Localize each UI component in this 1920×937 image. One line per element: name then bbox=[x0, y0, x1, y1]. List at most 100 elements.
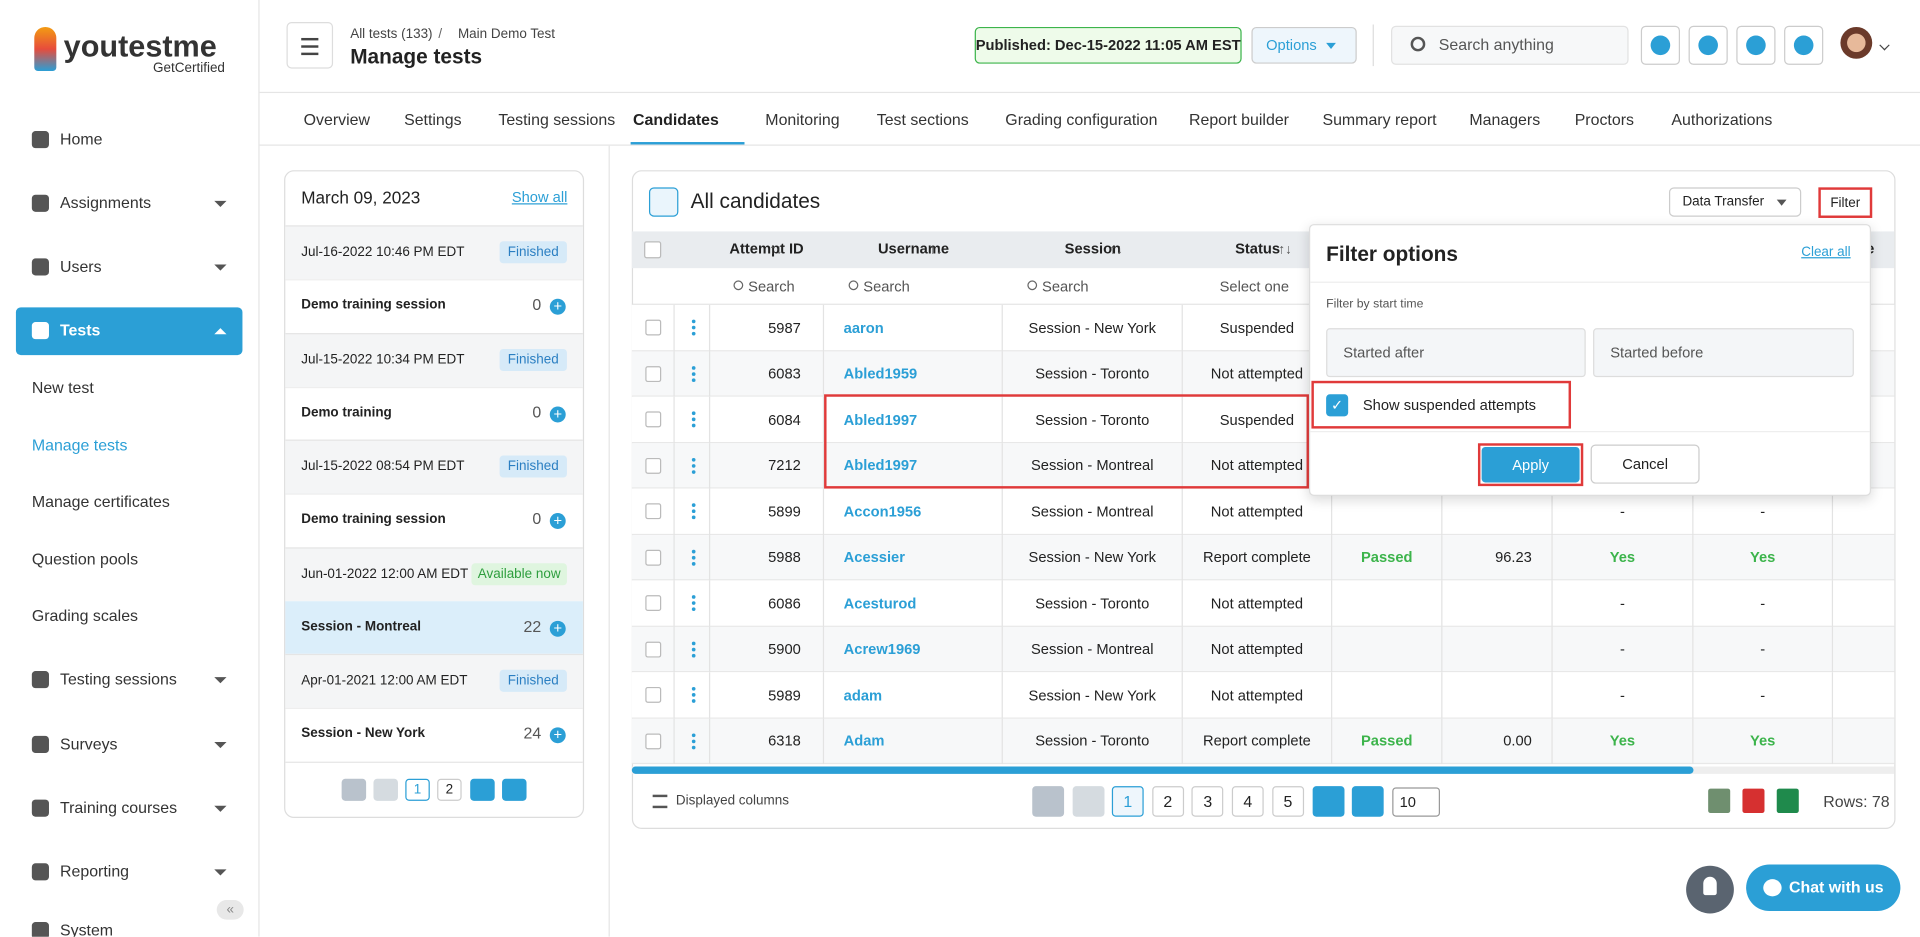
row-checkbox[interactable] bbox=[645, 503, 662, 520]
icon-button[interactable] bbox=[1784, 25, 1824, 65]
apply-button[interactable]: Apply bbox=[1481, 446, 1580, 483]
session-add[interactable]: + bbox=[549, 405, 566, 422]
column-header[interactable]: Status bbox=[1235, 240, 1281, 258]
show-all[interactable]: Show all bbox=[511, 188, 568, 206]
username-link[interactable]: aaron bbox=[824, 304, 1003, 351]
pager-page[interactable]: 3 bbox=[1191, 786, 1224, 817]
chat-button[interactable]: Chat with us bbox=[1746, 864, 1901, 912]
row-checkbox[interactable] bbox=[645, 319, 662, 336]
username-link[interactable]: adam bbox=[824, 672, 1003, 719]
started-after[interactable]: Started after bbox=[1326, 328, 1586, 378]
session-add[interactable]: + bbox=[549, 298, 566, 315]
nav-item[interactable]: Users bbox=[60, 257, 102, 276]
displayed-columns[interactable]: Displayed columns bbox=[675, 793, 789, 809]
header-checkbox[interactable] bbox=[644, 241, 662, 259]
username-link[interactable]: Acesturod bbox=[824, 580, 1003, 627]
page-size[interactable]: 10 bbox=[1392, 787, 1441, 817]
pager-page[interactable]: 1 bbox=[1111, 786, 1144, 817]
session-name[interactable]: Session - New York bbox=[301, 726, 425, 741]
suspended-checkbox[interactable]: ✓ bbox=[1326, 394, 1349, 417]
nav-item[interactable]: Testing sessions bbox=[60, 669, 177, 689]
row-checkbox[interactable] bbox=[645, 732, 662, 749]
nav-item[interactable]: Reporting bbox=[60, 862, 130, 881]
username-link[interactable]: Abled1997 bbox=[824, 442, 1003, 489]
pager-page[interactable]: 2 bbox=[437, 778, 462, 801]
tab[interactable]: Candidates bbox=[633, 110, 719, 129]
pager-page[interactable]: 4 bbox=[1231, 786, 1264, 817]
column-header[interactable]: Username bbox=[877, 240, 949, 258]
data-transfer[interactable]: Data Transfer bbox=[1668, 187, 1802, 217]
nav-item[interactable]: System bbox=[60, 920, 114, 937]
tab[interactable]: Managers bbox=[1469, 110, 1541, 129]
row-checkbox[interactable] bbox=[645, 686, 662, 703]
tab[interactable]: Settings bbox=[404, 110, 462, 129]
menu-button[interactable] bbox=[286, 22, 334, 69]
session-name[interactable]: Demo training session bbox=[301, 297, 446, 313]
username-link[interactable]: Acessier bbox=[824, 534, 1003, 581]
session-name[interactable]: Demo training session bbox=[301, 511, 446, 527]
username-link[interactable]: Abled1997 bbox=[824, 396, 1003, 443]
tab[interactable]: Authorizations bbox=[1671, 110, 1773, 129]
scroll-thumb[interactable] bbox=[631, 766, 1694, 774]
nav-item[interactable]: Surveys bbox=[60, 734, 118, 754]
row-checkbox[interactable] bbox=[645, 549, 662, 566]
nav-sub-item[interactable]: Grading scales bbox=[31, 606, 139, 625]
nav-item[interactable]: Training courses bbox=[60, 798, 178, 817]
session-add[interactable]: + bbox=[549, 620, 566, 637]
row-checkbox[interactable] bbox=[645, 641, 662, 657]
options-button[interactable]: Options bbox=[1251, 26, 1357, 64]
tab[interactable]: Overview bbox=[303, 110, 371, 129]
tab[interactable]: Test sections bbox=[876, 110, 969, 129]
row-checkbox[interactable] bbox=[645, 457, 662, 474]
tab[interactable]: Testing sessions bbox=[498, 110, 616, 129]
session-name[interactable]: Session - Montreal bbox=[301, 618, 421, 634]
pager-page[interactable]: 5 bbox=[1271, 786, 1304, 817]
column-header[interactable]: Session bbox=[1064, 240, 1122, 258]
pager-page[interactable]: 2 bbox=[1151, 786, 1184, 817]
column-search[interactable]: Select one bbox=[1219, 277, 1290, 296]
row-checkbox[interactable] bbox=[645, 595, 662, 612]
session-add[interactable]: + bbox=[549, 512, 566, 529]
filter-button[interactable]: Filter bbox=[1818, 187, 1873, 218]
nav-sub-item[interactable]: Manage tests bbox=[31, 435, 128, 455]
pager-last[interactable] bbox=[1351, 786, 1384, 817]
username-link[interactable]: Abled1959 bbox=[824, 350, 1003, 397]
pager-prev[interactable] bbox=[1072, 786, 1105, 817]
row-checkbox[interactable] bbox=[645, 411, 662, 428]
export-icon[interactable] bbox=[1776, 788, 1799, 814]
row-checkbox[interactable] bbox=[645, 365, 662, 382]
column-search[interactable]: Search bbox=[863, 277, 910, 296]
started-before[interactable]: Started before bbox=[1593, 328, 1854, 378]
pager-last[interactable] bbox=[502, 778, 527, 801]
column-search[interactable]: Search bbox=[1042, 277, 1089, 296]
tab[interactable]: Summary report bbox=[1322, 110, 1437, 129]
nav-sub-item[interactable]: Manage certificates bbox=[31, 492, 170, 511]
username-link[interactable]: Adam bbox=[824, 718, 1003, 765]
nav-item[interactable]: Tests bbox=[60, 320, 101, 340]
pager-next[interactable] bbox=[1312, 786, 1345, 817]
search-box[interactable]: Search anything bbox=[1391, 25, 1629, 65]
cancel-button[interactable]: Cancel bbox=[1590, 444, 1700, 484]
session-add[interactable]: + bbox=[549, 727, 566, 744]
session-name[interactable]: Demo training bbox=[301, 404, 392, 420]
username-link[interactable]: Acrew1969 bbox=[824, 626, 1003, 673]
tab[interactable]: Report builder bbox=[1188, 110, 1289, 129]
breadcrumb[interactable]: All tests (133) bbox=[350, 26, 433, 42]
export-icon[interactable] bbox=[1708, 788, 1731, 814]
username-link[interactable]: Accon1956 bbox=[824, 488, 1003, 535]
column-search[interactable]: Search bbox=[748, 277, 795, 296]
export-icon[interactable] bbox=[1742, 788, 1765, 814]
pager-first[interactable] bbox=[1032, 786, 1065, 817]
column-header[interactable]: Attempt ID bbox=[729, 240, 804, 258]
pager-page[interactable]: 1 bbox=[405, 778, 430, 801]
nav-item[interactable]: Home bbox=[60, 129, 103, 149]
nav-sub-item[interactable]: Question pools bbox=[31, 549, 139, 569]
tab[interactable]: Proctors bbox=[1574, 110, 1634, 129]
tab[interactable]: Grading configuration bbox=[1005, 110, 1158, 129]
clear-all[interactable]: Clear all bbox=[1801, 244, 1851, 260]
nav-item[interactable]: Assignments bbox=[60, 193, 152, 212]
pager-prev[interactable] bbox=[373, 778, 398, 801]
nav-sub-item[interactable]: New test bbox=[31, 378, 94, 397]
pager-next[interactable] bbox=[470, 778, 495, 801]
avatar[interactable] bbox=[1840, 26, 1873, 59]
